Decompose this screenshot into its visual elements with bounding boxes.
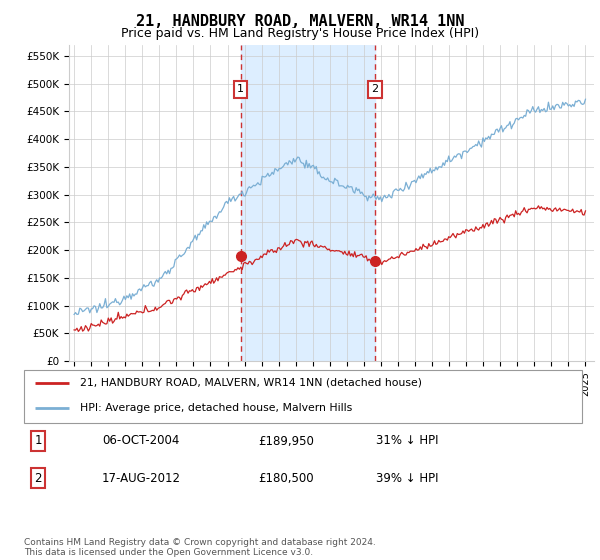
Text: £180,500: £180,500 (259, 472, 314, 484)
Text: 17-AUG-2012: 17-AUG-2012 (102, 472, 181, 484)
Text: Contains HM Land Registry data © Crown copyright and database right 2024.
This d: Contains HM Land Registry data © Crown c… (24, 538, 376, 557)
Text: HPI: Average price, detached house, Malvern Hills: HPI: Average price, detached house, Malv… (80, 403, 352, 413)
Bar (241, 45, 374, 361)
Text: 1: 1 (34, 435, 42, 447)
Text: 31% ↓ HPI: 31% ↓ HPI (376, 435, 438, 447)
Text: 1: 1 (237, 84, 244, 94)
Text: 21, HANDBURY ROAD, MALVERN, WR14 1NN (detached house): 21, HANDBURY ROAD, MALVERN, WR14 1NN (de… (80, 378, 422, 388)
Text: £189,950: £189,950 (259, 435, 314, 447)
Text: 06-OCT-2004: 06-OCT-2004 (102, 435, 179, 447)
Text: 21, HANDBURY ROAD, MALVERN, WR14 1NN: 21, HANDBURY ROAD, MALVERN, WR14 1NN (136, 14, 464, 29)
Text: 39% ↓ HPI: 39% ↓ HPI (376, 472, 438, 484)
FancyBboxPatch shape (24, 370, 582, 423)
Text: 2: 2 (34, 472, 42, 484)
Text: Price paid vs. HM Land Registry's House Price Index (HPI): Price paid vs. HM Land Registry's House … (121, 27, 479, 40)
Text: 2: 2 (371, 84, 378, 94)
